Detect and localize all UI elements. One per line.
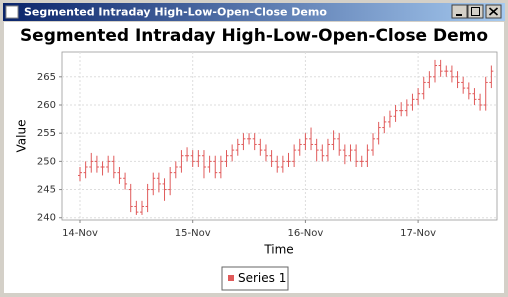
app-icon	[5, 5, 19, 19]
window-buttons[interactable]	[451, 4, 502, 19]
plot-area	[61, 51, 498, 221]
legend-label: Series 1	[238, 271, 286, 285]
maximize-button[interactable]	[467, 4, 484, 19]
y-tick-label: 250	[37, 156, 56, 167]
x-tick-label: 14-Nov	[62, 228, 98, 239]
minimize-button[interactable]	[451, 4, 468, 19]
chart-title: Segmented Intraday High-Low-Open-Close D…	[20, 26, 488, 46]
y-axis-label: Value	[15, 120, 29, 153]
y-tick-label: 265	[37, 72, 56, 83]
legend-swatch	[228, 275, 234, 281]
legend	[221, 266, 289, 291]
maximize-icon	[471, 7, 480, 16]
x-axis-label: Time	[263, 243, 293, 257]
x-tick-label: 16-Nov	[287, 228, 323, 239]
y-tick-label: 260	[37, 100, 56, 111]
title-bar	[3, 3, 505, 21]
window-title: Segmented Intraday High-Low-Open-Close D…	[24, 6, 327, 19]
y-tick-label: 255	[37, 128, 56, 139]
y-tick-label: 245	[37, 185, 56, 196]
x-tick-label: 17-Nov	[400, 228, 436, 239]
x-tick-label: 15-Nov	[175, 228, 211, 239]
y-tick-label: 240	[37, 213, 56, 224]
close-icon	[488, 7, 499, 16]
